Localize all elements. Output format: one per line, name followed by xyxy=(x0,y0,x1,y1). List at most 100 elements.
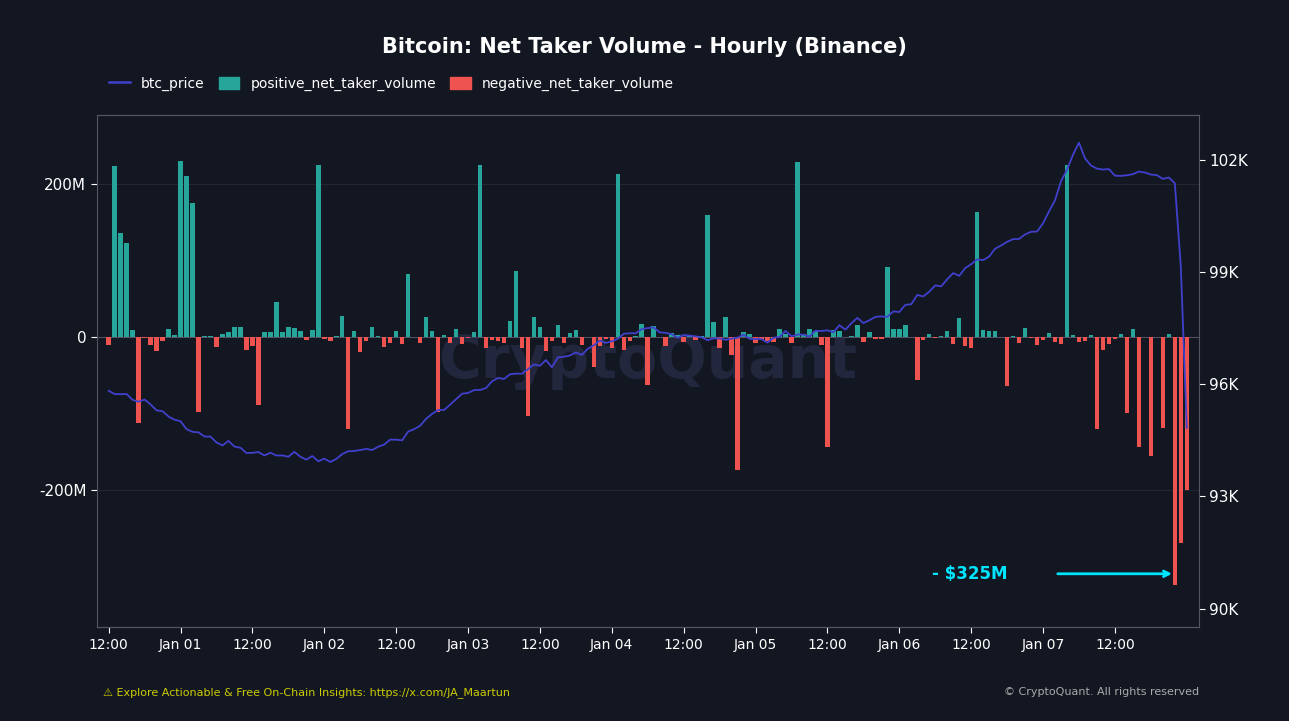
Text: © CryptoQuant. All rights reserved: © CryptoQuant. All rights reserved xyxy=(1004,687,1199,697)
Bar xyxy=(340,316,344,337)
Bar xyxy=(322,337,326,339)
Bar xyxy=(993,331,998,337)
Text: ⚠ Explore Actionable & Free On-Chain Insights: https://x.com/JA_Maartun: ⚠ Explore Actionable & Free On-Chain Ins… xyxy=(103,686,510,698)
Bar xyxy=(1148,337,1154,456)
Bar xyxy=(1094,337,1100,429)
Bar xyxy=(107,337,111,345)
Bar xyxy=(621,337,626,350)
Text: - $325M: - $325M xyxy=(932,565,1007,583)
Bar xyxy=(705,216,710,337)
Bar xyxy=(938,336,944,337)
Bar xyxy=(651,327,656,337)
Bar xyxy=(664,337,668,346)
Bar xyxy=(1083,337,1087,341)
Bar xyxy=(1173,337,1177,585)
Bar xyxy=(675,335,679,337)
Bar xyxy=(160,337,165,341)
Bar xyxy=(1178,337,1183,543)
Bar xyxy=(759,337,764,339)
Bar xyxy=(130,330,135,337)
Bar xyxy=(442,335,446,337)
Bar xyxy=(1137,337,1141,447)
Bar xyxy=(897,329,901,337)
Bar xyxy=(327,337,333,341)
Bar xyxy=(741,332,746,337)
Bar xyxy=(628,337,632,341)
Bar xyxy=(370,327,374,337)
Bar xyxy=(454,329,459,337)
Bar xyxy=(813,331,817,337)
Bar xyxy=(723,317,728,337)
Bar xyxy=(178,162,183,337)
Bar xyxy=(447,337,452,343)
Bar xyxy=(286,327,290,337)
Bar xyxy=(1101,337,1105,350)
Bar xyxy=(1107,337,1111,343)
Bar xyxy=(592,337,596,367)
Bar xyxy=(1185,337,1188,490)
Bar xyxy=(891,329,896,337)
Bar xyxy=(974,212,980,337)
Bar xyxy=(718,337,722,348)
Bar xyxy=(1053,337,1057,342)
Bar xyxy=(956,318,962,337)
Bar xyxy=(933,337,937,338)
Bar xyxy=(531,317,536,337)
Bar xyxy=(849,336,853,337)
Bar xyxy=(382,337,387,347)
Bar xyxy=(549,337,554,341)
Bar xyxy=(879,337,883,339)
Bar xyxy=(316,165,321,337)
Bar xyxy=(987,331,991,337)
Bar xyxy=(669,332,674,337)
Bar xyxy=(519,337,525,348)
Bar xyxy=(173,335,177,337)
Bar xyxy=(1065,164,1070,337)
Bar xyxy=(394,331,398,337)
Bar xyxy=(196,337,201,412)
Bar xyxy=(268,332,272,337)
Bar xyxy=(483,337,489,348)
Bar xyxy=(424,317,428,337)
Bar xyxy=(904,325,907,337)
Bar xyxy=(837,332,842,337)
Bar xyxy=(345,337,351,429)
Bar xyxy=(232,327,237,337)
Bar xyxy=(400,337,405,344)
Bar xyxy=(915,337,919,380)
Bar xyxy=(184,176,188,337)
Text: Bitcoin: Net Taker Volume - Hourly (Binance): Bitcoin: Net Taker Volume - Hourly (Bina… xyxy=(382,37,907,57)
Bar xyxy=(922,337,926,340)
Bar xyxy=(280,332,285,337)
Bar xyxy=(633,336,638,337)
Bar xyxy=(501,337,507,343)
Bar xyxy=(334,336,339,337)
Bar xyxy=(831,330,835,337)
Bar xyxy=(257,337,260,405)
Bar xyxy=(514,271,518,337)
Bar xyxy=(855,325,860,337)
Bar xyxy=(712,322,715,337)
Bar xyxy=(119,233,122,337)
Bar xyxy=(598,337,602,346)
Bar xyxy=(220,334,224,337)
Bar xyxy=(963,337,968,346)
Bar xyxy=(275,301,278,337)
Bar xyxy=(795,162,799,337)
Bar xyxy=(777,329,781,337)
Bar xyxy=(472,332,476,337)
Bar xyxy=(465,337,470,338)
Bar xyxy=(766,337,770,342)
Bar xyxy=(202,335,206,337)
Bar xyxy=(1058,337,1063,345)
Bar xyxy=(1160,337,1165,428)
Bar xyxy=(610,337,614,348)
Bar xyxy=(262,332,267,337)
Bar xyxy=(298,331,303,337)
Bar xyxy=(1112,337,1118,339)
Bar xyxy=(250,337,255,345)
Bar xyxy=(508,321,512,337)
Bar xyxy=(311,330,315,337)
Bar xyxy=(825,337,830,446)
Bar xyxy=(304,337,308,340)
